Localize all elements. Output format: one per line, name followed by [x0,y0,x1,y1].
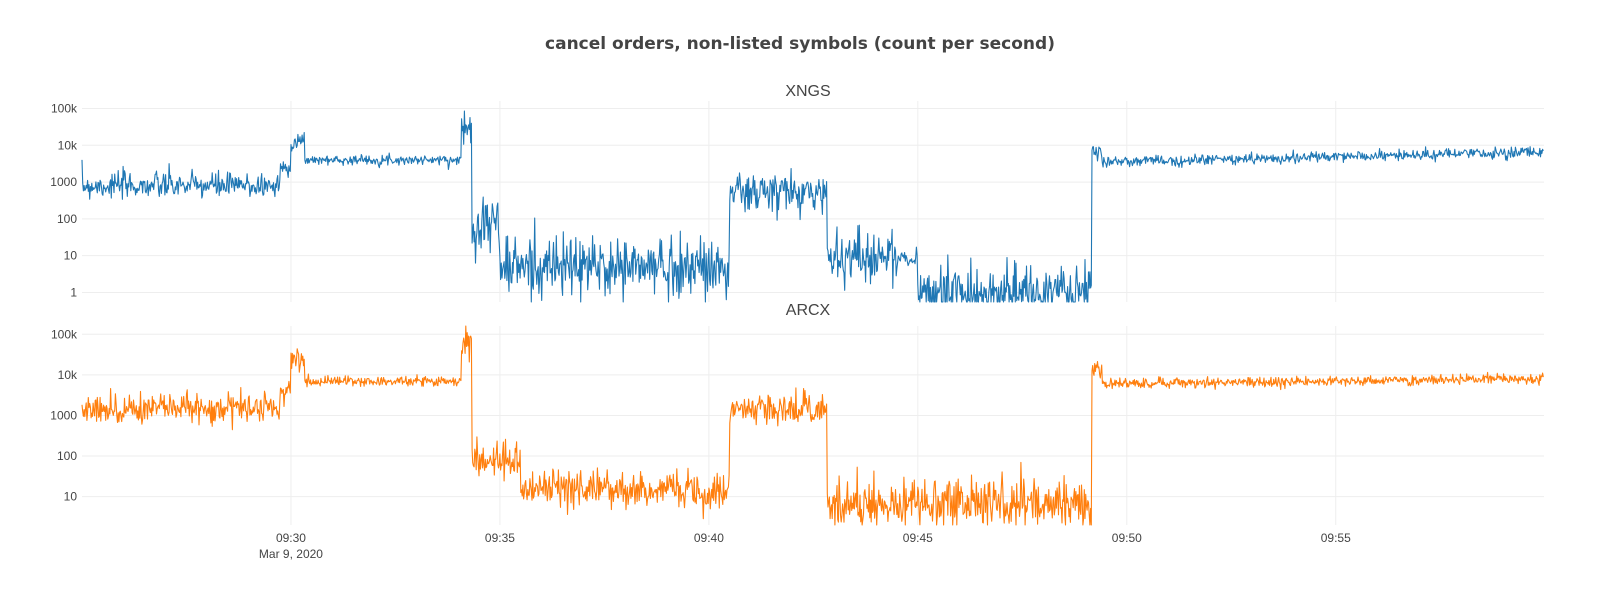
y-tick-label: 10 [64,249,78,263]
x-tick-label: 09:50 [1112,531,1142,545]
x-tick-label: 09:45 [903,531,933,545]
x-tick-label: 09:30 [276,531,306,545]
y-tick-label: 1000 [50,175,77,189]
series-line-xngs [81,110,1544,303]
y-tick-label: 10 [64,490,78,504]
y-tick-label: 100k [51,327,78,341]
panel-arcx-grid [82,326,1544,525]
panel-arcx: 10 100 1000 10k 100k ARCX [50,302,1544,526]
x-tick-label: 09:40 [694,531,724,545]
panel-xngs-grid [82,101,1544,302]
panel-arcx-title: ARCX [786,302,831,319]
panel-xngs: 1 10 100 1000 10k 100k XNGS [50,83,1544,303]
y-tick-label: 100k [51,102,78,116]
y-tick-label: 100 [57,212,77,226]
y-tick-label: 10k [58,368,78,382]
series-line-arcx [81,325,1544,526]
y-tick-label: 1 [70,285,77,299]
y-tick-label: 1000 [50,408,77,422]
x-tick-label: 09:35 [485,531,515,545]
chart-title: cancel orders, non-listed symbols (count… [545,34,1055,54]
panel-xngs-title: XNGS [785,83,830,100]
x-tick-label: 09:55 [1321,531,1351,545]
x-axis-ticks: 09:30 Mar 9, 2020 09:35 09:40 09:45 09:50 09:5… [259,531,1351,561]
y-tick-label: 10k [58,138,78,152]
panel-xngs-y-ticks: 1 10 100 1000 10k 100k [50,102,78,300]
panel-arcx-y-ticks: 10 100 1000 10k 100k [50,327,78,503]
y-tick-label: 100 [57,449,77,463]
x-tick-date-label: Mar 9, 2020 [259,547,323,561]
